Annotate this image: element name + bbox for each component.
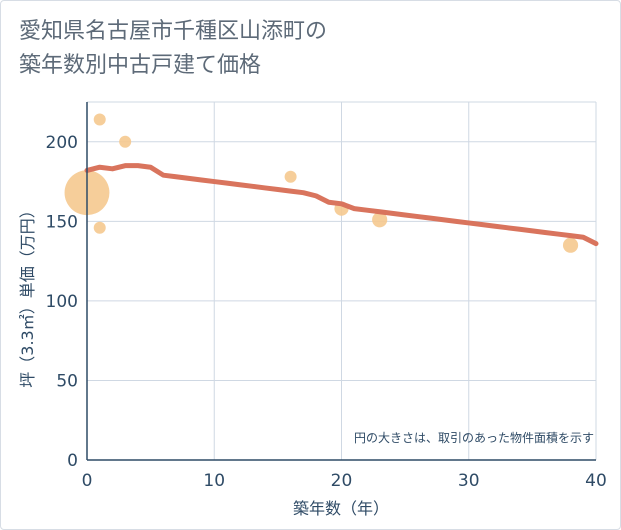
bubble-point	[372, 212, 388, 228]
gridlines	[87, 101, 597, 460]
y-axis-label: 坪（3.3㎡）単価（万円）	[18, 202, 37, 387]
x-tick-label: 0	[82, 471, 93, 491]
x-tick-label: 40	[585, 471, 607, 491]
bubble-point	[119, 135, 132, 148]
chart-title-line2: 築年数別中古戸建て価格	[19, 53, 262, 78]
x-tick-label: 20	[331, 471, 353, 491]
x-axis-label: 築年数（年）	[293, 499, 389, 518]
trend-line	[84, 163, 599, 247]
bubble-point	[284, 170, 297, 183]
y-tick-label: 150	[46, 212, 78, 232]
axes: 0 10 20 30 40 0 50 100 150 200	[46, 102, 607, 491]
x-tick-label: 30	[458, 471, 480, 491]
y-tick-label: 0	[67, 451, 78, 471]
chart-title-line1: 愛知県名古屋市千種区山添町の	[19, 19, 328, 44]
bubble-point	[562, 237, 579, 253]
y-tick-label: 100	[46, 292, 78, 312]
trend-series	[84, 163, 599, 247]
chart-title: 愛知県名古屋市千種区山添町の 築年数別中古戸建て価格	[19, 15, 539, 83]
bubble-point	[93, 221, 106, 234]
y-tick-label: 200	[46, 133, 78, 153]
bubble-point	[93, 113, 106, 126]
x-tick-label: 10	[203, 471, 225, 491]
bubble-size-note: 円の大きさは、取引のあった物件面積を示す	[354, 430, 594, 445]
y-tick-label: 50	[56, 371, 78, 391]
